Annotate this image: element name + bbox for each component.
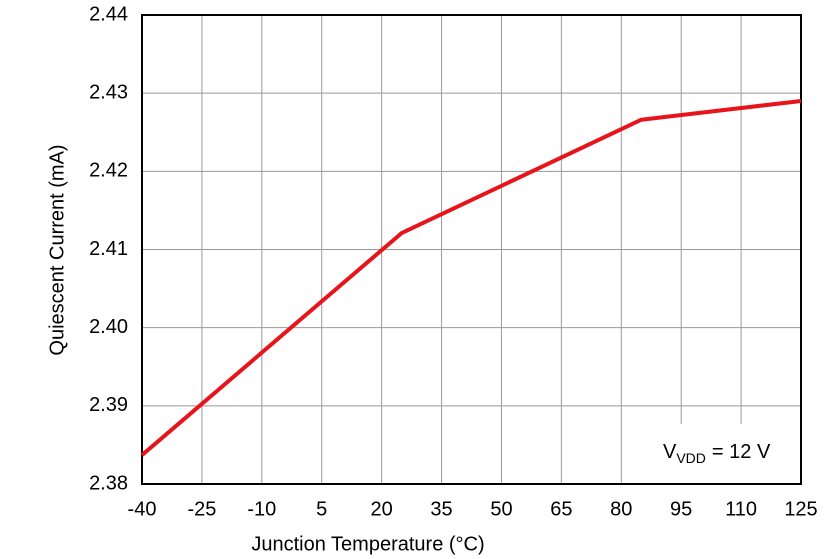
annotation-sub: VDD — [676, 450, 706, 466]
annotation: VVDD = 12 V — [663, 441, 771, 465]
data-line — [140, 98, 802, 457]
x-tick-label: 110 — [725, 498, 757, 520]
annotation-rest: = 12 V — [712, 441, 771, 463]
x-tick-label: -10 — [247, 498, 276, 520]
x-tick-label: 5 — [316, 498, 327, 520]
x-tick-label: 35 — [430, 498, 452, 520]
annotation-box — [650, 424, 800, 483]
y-tick-label: 2.40 — [89, 316, 128, 338]
y-tick-label: 2.44 — [89, 3, 128, 25]
y-tick-label: 2.43 — [89, 81, 128, 103]
x-axis-title: Junction Temperature (°C) — [251, 533, 484, 555]
x-tick-label: 65 — [550, 498, 572, 520]
x-tick-label: -40 — [128, 498, 157, 520]
x-tick-label: 125 — [784, 498, 817, 520]
y-tick-label: 2.42 — [89, 160, 128, 182]
x-tick-label: 95 — [670, 498, 692, 520]
y-axis-title: Quiescent Current (mA) — [46, 144, 68, 355]
plot-frame — [141, 14, 802, 485]
x-tick-label: 20 — [371, 498, 393, 520]
x-tick-label: -25 — [187, 498, 216, 520]
y-tick-label: 2.41 — [89, 238, 128, 260]
y-tick-label: 2.38 — [89, 472, 128, 494]
x-tick-label: 80 — [610, 498, 632, 520]
annotation-text: V — [663, 441, 677, 463]
x-tick-label: 50 — [490, 498, 512, 520]
y-tick-label: 2.39 — [89, 394, 128, 416]
